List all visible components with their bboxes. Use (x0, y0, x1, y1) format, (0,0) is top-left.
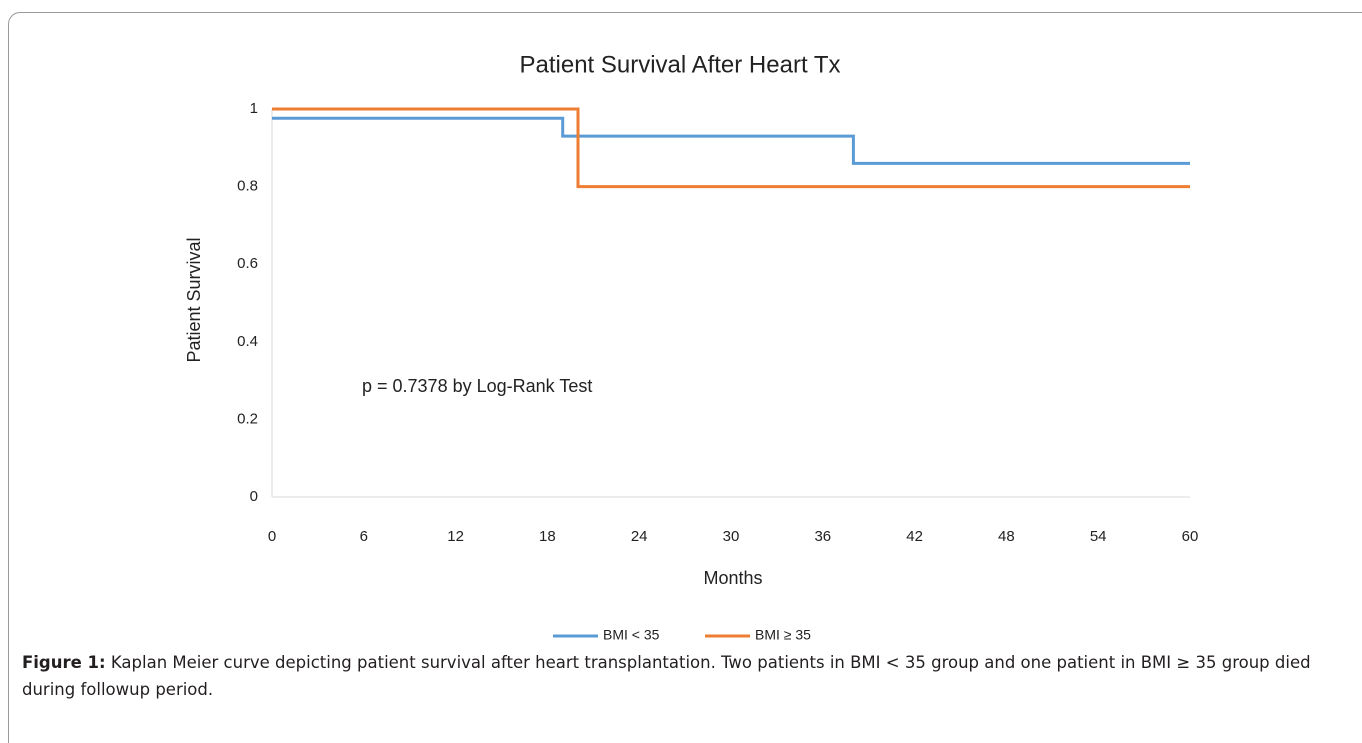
y-axis-label: Patient Survival (184, 237, 204, 362)
caption-label: Figure 1: (22, 653, 106, 672)
figure-frame (8, 12, 1362, 743)
x-tick-label: 30 (723, 528, 740, 545)
caption: Figure 1: Kaplan Meier curve depicting p… (22, 649, 1347, 703)
y-tick-label: 1 (250, 100, 258, 117)
y-tick-label: 0.2 (237, 410, 258, 427)
x-tick-label: 42 (906, 528, 923, 545)
x-tick-label: 36 (814, 528, 831, 545)
x-tick-label: 54 (1090, 528, 1107, 545)
x-tick-label: 0 (268, 528, 276, 545)
x-tick-label: 12 (447, 528, 464, 545)
x-tick-label: 60 (1182, 528, 1199, 545)
y-tick-label: 0.4 (237, 333, 258, 350)
legend-label: BMI < 35 (603, 627, 660, 643)
series-line (272, 116, 1190, 165)
chart: Patient Survival After Heart Tx Months P… (184, 51, 1199, 643)
y-tick-label: 0.8 (237, 178, 258, 195)
x-tick-label: 48 (998, 528, 1015, 545)
x-tick-label: 18 (539, 528, 556, 545)
series-line (272, 107, 1190, 189)
x-tick-label: 6 (360, 528, 368, 545)
y-tick-label: 0 (250, 488, 258, 505)
y-tick-label: 0.6 (237, 255, 258, 272)
x-tick-label: 24 (631, 528, 648, 545)
caption-text: Kaplan Meier curve depicting patient sur… (22, 653, 1311, 699)
legend-label: BMI ≥ 35 (755, 627, 811, 643)
x-axis-label: Months (703, 568, 762, 588)
chart-title: Patient Survival After Heart Tx (519, 51, 840, 78)
annotation: p = 0.7378 by Log-Rank Test (362, 376, 592, 396)
